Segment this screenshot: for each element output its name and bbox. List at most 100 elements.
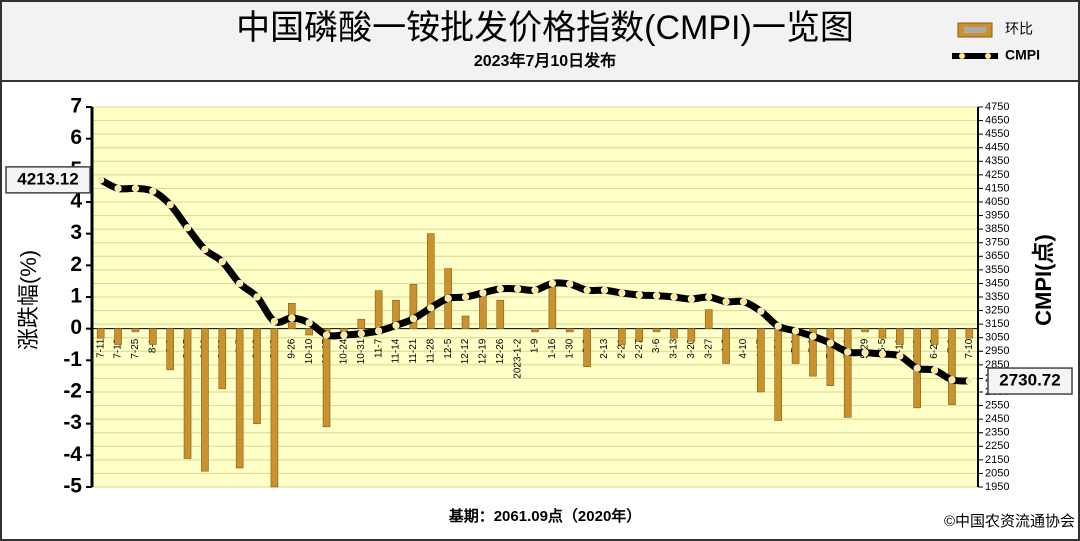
y2-axis-label: CMPI(点) [1031, 234, 1056, 326]
cmpi-point [635, 291, 643, 299]
bar [357, 318, 366, 329]
cmpi-point [479, 289, 487, 297]
x-tick-label: 1-16 [547, 338, 558, 358]
bar [96, 328, 105, 339]
x-tick-label: 10-31 [356, 338, 367, 364]
x-tick-label: 10-24 [339, 338, 350, 364]
cmpi-point [913, 364, 921, 372]
bar [809, 328, 817, 377]
x-tick-label: 6-26 [929, 338, 940, 358]
value-label: 4213.12 [17, 169, 78, 188]
cmpi-point [757, 307, 765, 315]
cmpi-point [705, 293, 713, 301]
cmpi-point [375, 327, 383, 335]
x-tick-label: 7-25 [130, 338, 141, 358]
subtitle: 2023年7月10日发布 [474, 51, 616, 70]
cmpi-point [583, 286, 591, 294]
y-tick-label: -1 [63, 348, 82, 371]
bar [183, 328, 192, 459]
bar [531, 328, 539, 333]
x-tick-label: 1-9 [530, 338, 541, 353]
y2-tick-label: 4550 [985, 128, 1009, 140]
bar [618, 328, 626, 345]
bar [496, 299, 505, 329]
y2-tick-label: 3450 [985, 277, 1009, 289]
y-tick-label: 7 [70, 95, 82, 118]
y-tick-label: 3 [70, 221, 82, 244]
y-tick-label: 2 [70, 253, 82, 276]
cmpi-point [183, 224, 192, 232]
x-tick-label: 7-10 [964, 338, 975, 358]
cmpi-point [722, 298, 730, 306]
cmpi-point [496, 285, 504, 293]
bar [305, 328, 313, 336]
x-tick-label: 12-26 [495, 338, 506, 364]
bar [704, 309, 713, 329]
x-tick-label: 10-10 [304, 338, 315, 364]
bar [166, 328, 174, 371]
bar [201, 328, 209, 472]
cmpi-point [878, 350, 887, 358]
source: ©中国农资流通协会 [944, 513, 1075, 530]
cmpi-point [531, 286, 539, 294]
cmpi-point [548, 279, 556, 288]
y-tick-label: 0 [70, 316, 82, 339]
legend-swatch-inner [964, 27, 986, 33]
cmpi-point [844, 348, 852, 356]
header [0, 0, 1080, 82]
cmpi-point [948, 376, 956, 384]
y2-tick-label: 3350 [985, 291, 1009, 303]
cmpi-point [566, 280, 574, 288]
cmpi-point [305, 319, 313, 327]
y2-tick-label: 4350 [985, 155, 1009, 167]
bar [896, 328, 904, 345]
legend-dot [959, 53, 965, 59]
cmpi-point [861, 349, 869, 357]
bar [340, 328, 348, 333]
bar [114, 328, 122, 345]
bar [235, 328, 244, 469]
bar [409, 284, 418, 329]
y-axis-label: 涨跌幅(%) [16, 250, 41, 350]
bar [583, 328, 591, 367]
cmpi-point [253, 293, 261, 301]
y2-tick-label: 2950 [985, 345, 1009, 357]
x-tick-label: 7-11 [95, 338, 106, 358]
bar [722, 328, 730, 364]
x-tick-label: 9-26 [286, 338, 297, 358]
y2-tick-label: 3550 [985, 264, 1009, 276]
cmpi-point [600, 286, 609, 294]
x-tick-label: 3-13 [669, 338, 680, 358]
cmpi-point [270, 317, 279, 326]
x-tick-label: 11-28 [425, 338, 436, 363]
x-tick-label: 2023-1-2 [512, 338, 523, 378]
x-tick-label: 3-27 [703, 338, 714, 358]
y2-tick-label: 3850 [985, 223, 1009, 235]
cmpi-point [131, 184, 140, 193]
y2-tick-label: 1950 [985, 481, 1009, 493]
y2-tick-label: 3050 [985, 332, 1009, 344]
bar [253, 328, 261, 424]
y2-tick-label: 3650 [985, 250, 1009, 262]
y-tick-label: -2 [63, 380, 82, 403]
cmpi-point [514, 285, 522, 293]
cmpi-point [930, 366, 939, 374]
x-tick-label: 11-7 [373, 338, 384, 358]
cmpi-point [288, 314, 296, 322]
bar [149, 328, 157, 345]
bar [930, 328, 939, 345]
cmpi-point [97, 176, 105, 184]
x-tick-label: 2-27 [634, 338, 645, 358]
cmpi-point [896, 352, 904, 360]
y2-tick-label: 4450 [985, 142, 1009, 154]
y-tick-label: 4 [70, 190, 82, 213]
y2-tick-label: 4250 [985, 169, 1009, 181]
x-tick-label: 1-30 [564, 338, 575, 358]
cmpi-point [392, 321, 400, 330]
cmpi-point [965, 377, 973, 385]
cmpi-point [149, 187, 157, 195]
value-label-box [5, 166, 91, 194]
bar [774, 328, 783, 421]
y-tick-label: -3 [63, 411, 82, 434]
